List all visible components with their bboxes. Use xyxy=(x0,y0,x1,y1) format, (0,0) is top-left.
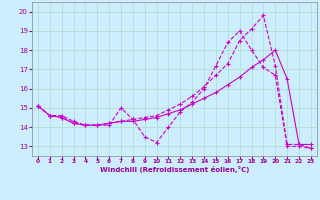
X-axis label: Windchill (Refroidissement éolien,°C): Windchill (Refroidissement éolien,°C) xyxy=(100,166,249,173)
